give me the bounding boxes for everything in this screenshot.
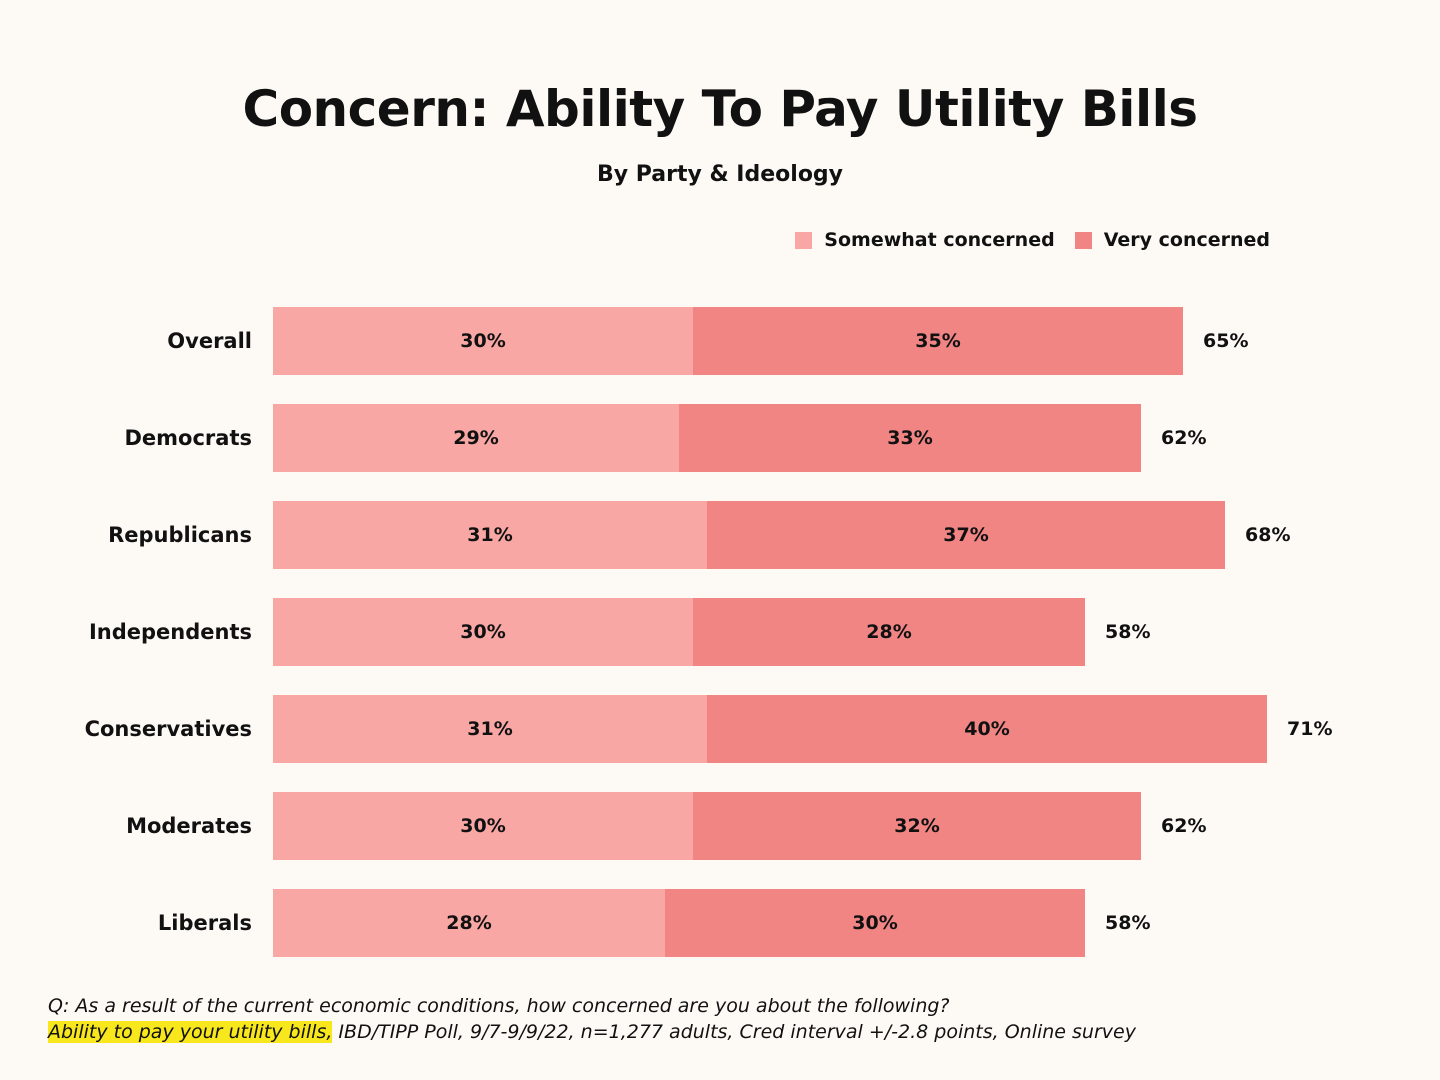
legend-label-very: Very concerned xyxy=(1103,229,1270,251)
total-label-conservatives: 71% xyxy=(1287,718,1332,740)
total-label-independents: 58% xyxy=(1105,621,1150,643)
legend: Somewhat concerned Very concerned xyxy=(795,229,1270,251)
category-label-democrats: Democrats xyxy=(125,426,253,450)
bar-republicans-series-1 xyxy=(707,501,1225,569)
data-label-republicans-series-1: 37% xyxy=(943,524,988,546)
data-label-liberals-series-0: 28% xyxy=(446,912,491,934)
data-label-moderates-series-1: 32% xyxy=(894,815,939,837)
data-label-democrats-series-0: 29% xyxy=(453,427,498,449)
data-label-liberals-series-1: 30% xyxy=(852,912,897,934)
legend-swatch-somewhat xyxy=(795,231,813,249)
bar-democrats-series-1 xyxy=(679,404,1141,472)
category-label-overall: Overall xyxy=(167,329,252,353)
legend-item-somewhat: Somewhat concerned xyxy=(795,229,1055,251)
category-label-liberals: Liberals xyxy=(158,911,252,935)
data-label-conservatives-series-1: 40% xyxy=(964,718,1009,740)
bar-independents-series-1 xyxy=(693,598,1085,666)
legend-label-somewhat: Somewhat concerned xyxy=(824,229,1055,251)
bar-conservatives-series-0 xyxy=(273,695,707,763)
data-label-moderates-series-0: 30% xyxy=(460,815,505,837)
bar-overall-series-0 xyxy=(273,307,693,375)
total-label-liberals: 58% xyxy=(1105,912,1150,934)
chart-title: Concern: Ability To Pay Utility Bills xyxy=(242,80,1199,138)
data-label-independents-series-0: 30% xyxy=(460,621,505,643)
bar-conservatives-series-1 xyxy=(707,695,1267,763)
category-label-independents: Independents xyxy=(89,620,252,644)
data-label-overall-series-0: 30% xyxy=(460,330,505,352)
bar-independents-series-0 xyxy=(273,598,693,666)
data-label-independents-series-1: 28% xyxy=(866,621,911,643)
data-label-overall-series-1: 35% xyxy=(915,330,960,352)
bar-overall-series-1 xyxy=(693,307,1183,375)
category-label-conservatives: Conservatives xyxy=(85,717,252,741)
bar-liberals-series-0 xyxy=(273,889,665,957)
category-label-moderates: Moderates xyxy=(126,814,252,838)
bar-republicans-series-0 xyxy=(273,501,707,569)
total-label-moderates: 62% xyxy=(1161,815,1206,837)
bar-moderates-series-1 xyxy=(693,792,1141,860)
footnote-highlight: Ability to pay your utility bills, xyxy=(48,1021,333,1043)
data-label-conservatives-series-0: 31% xyxy=(467,718,512,740)
total-label-overall: 65% xyxy=(1203,330,1248,352)
chart-subtitle: By Party & Ideology xyxy=(596,162,844,187)
bar-moderates-series-0 xyxy=(273,792,693,860)
footnote-question: Q: As a result of the current economic c… xyxy=(48,995,950,1017)
total-label-democrats: 62% xyxy=(1161,427,1206,449)
total-label-republicans: 68% xyxy=(1245,524,1290,546)
bar-democrats-series-0 xyxy=(273,404,679,472)
footnote: Q: As a result of the current economic c… xyxy=(48,993,1136,1045)
legend-item-very: Very concerned xyxy=(1074,229,1270,251)
data-label-democrats-series-1: 33% xyxy=(887,427,932,449)
bar-liberals-series-1 xyxy=(665,889,1085,957)
data-label-republicans-series-0: 31% xyxy=(467,524,512,546)
footnote-source-line: Ability to pay your utility bills, IBD/T… xyxy=(48,1019,1136,1045)
footnote-source: IBD/TIPP Poll, 9/7-9/9/22, n=1,277 adult… xyxy=(332,1021,1136,1043)
legend-swatch-very xyxy=(1074,231,1092,249)
category-label-republicans: Republicans xyxy=(108,523,252,547)
